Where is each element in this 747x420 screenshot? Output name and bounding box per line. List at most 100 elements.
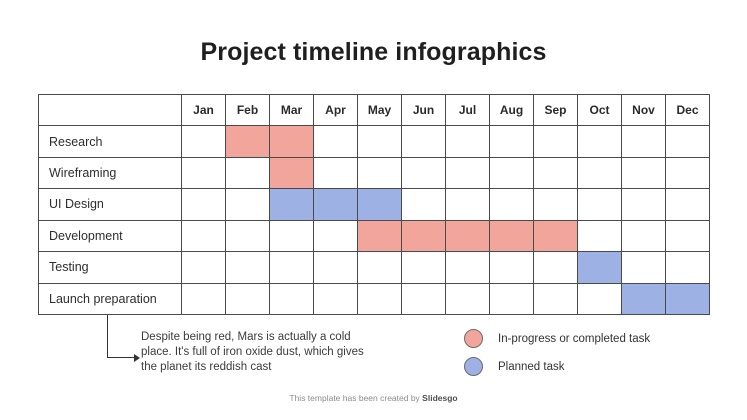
- month-header: Dec: [665, 93, 710, 127]
- timeline-cell: [533, 219, 578, 253]
- page-title: Project timeline infographics: [200, 38, 547, 66]
- timeline-cell: [665, 188, 710, 221]
- timeline-cell: [621, 282, 666, 316]
- timeline-cell: [577, 188, 622, 221]
- task-label: Testing: [38, 251, 182, 284]
- timeline-cell: [621, 156, 666, 190]
- timeline-cell: [489, 188, 534, 221]
- timeline-cell: [269, 251, 314, 284]
- timeline-cell: [269, 282, 314, 316]
- month-header: Aug: [489, 93, 534, 127]
- timeline-cell: [313, 251, 358, 284]
- timeline-cell: [401, 219, 446, 253]
- timeline-cell: [445, 219, 490, 253]
- timeline-cell: [225, 188, 270, 221]
- month-header: Mar: [269, 93, 314, 127]
- callout-connector-line: [107, 315, 140, 362]
- timeline-cell: [269, 188, 314, 221]
- timeline-cell: [401, 282, 446, 316]
- timeline-cell: [401, 125, 446, 158]
- timeline-cell: [665, 282, 710, 316]
- timeline-cell: [533, 251, 578, 284]
- month-header: Jul: [445, 93, 490, 127]
- month-header: May: [357, 93, 402, 127]
- month-header: Apr: [313, 93, 358, 127]
- task-row: Testing: [38, 251, 710, 284]
- month-header: Jan: [181, 93, 226, 127]
- timeline-cell: [225, 251, 270, 284]
- timeline-cell: [577, 125, 622, 158]
- timeline-cell: [313, 282, 358, 316]
- timeline-cell: [445, 156, 490, 190]
- timeline-cell: [621, 125, 666, 158]
- legend-item-planned: Planned task: [464, 356, 650, 377]
- footer-text: This template has been created by: [289, 393, 423, 403]
- legend: In-progress or completed task Planned ta…: [464, 328, 650, 384]
- footer-brand: Slidesgo: [422, 393, 458, 403]
- timeline-cell: [313, 219, 358, 253]
- timeline-cell: [445, 282, 490, 316]
- timeline-cell: [225, 156, 270, 190]
- timeline-cell: [357, 125, 402, 158]
- timeline-cell: [225, 282, 270, 316]
- timeline-cell: [313, 188, 358, 221]
- timeline-cell: [621, 188, 666, 221]
- timeline-cell: [225, 125, 270, 158]
- month-header: Oct: [577, 93, 622, 127]
- task-label: UI Design: [38, 188, 182, 221]
- timeline-table: Jan Feb Mar Apr May Jun Jul Aug Sep Oct Nov Dec Rese…: [38, 93, 710, 316]
- timeline-cell: [533, 282, 578, 316]
- timeline-cell: [489, 125, 534, 158]
- task-label: Wireframing: [38, 156, 182, 190]
- corner-cell: [38, 93, 182, 127]
- timeline-cell: [313, 125, 358, 158]
- timeline-cell: [665, 125, 710, 158]
- legend-label: Planned task: [498, 360, 565, 373]
- timeline-cell: [621, 251, 666, 284]
- timeline-cell: [621, 219, 666, 253]
- timeline-cell: [357, 188, 402, 221]
- timeline-cell: [577, 156, 622, 190]
- timeline-cell: [445, 125, 490, 158]
- month-header: Nov: [621, 93, 666, 127]
- timeline-cell: [401, 156, 446, 190]
- callout-arrow-icon: [134, 354, 140, 362]
- timeline-cell: [181, 282, 226, 316]
- timeline-cell: [401, 251, 446, 284]
- timeline-cell: [665, 156, 710, 190]
- timeline-cell: [181, 125, 226, 158]
- month-header: Sep: [533, 93, 578, 127]
- timeline-cell: [357, 282, 402, 316]
- timeline-cell: [533, 156, 578, 190]
- timeline-cell: [225, 219, 270, 253]
- timeline-cell: [489, 282, 534, 316]
- timeline-cell: [533, 125, 578, 158]
- timeline-cell: [269, 219, 314, 253]
- footer-credit: This template has been created by Slides…: [0, 393, 747, 403]
- timeline-cell: [489, 251, 534, 284]
- timeline-cell: [665, 219, 710, 253]
- timeline-cell: [357, 251, 402, 284]
- timeline-cell: [401, 188, 446, 221]
- task-row: Launch preparation: [38, 282, 710, 316]
- timeline-cell: [533, 188, 578, 221]
- timeline-cell: [181, 188, 226, 221]
- timeline-cell: [577, 282, 622, 316]
- timeline-cell: [181, 156, 226, 190]
- task-row: Wireframing: [38, 156, 710, 190]
- timeline-cell: [357, 156, 402, 190]
- task-label: Research: [38, 125, 182, 158]
- task-row: Research: [38, 125, 710, 158]
- task-row: Development: [38, 219, 710, 253]
- timeline-cell: [269, 125, 314, 158]
- timeline-cell: [357, 219, 402, 253]
- task-label: Launch preparation: [38, 282, 182, 316]
- note-text: Despite being red, Mars is actually a co…: [141, 331, 364, 373]
- timeline-cell: [577, 219, 622, 253]
- task-label: Development: [38, 219, 182, 253]
- timeline-cell: [665, 251, 710, 284]
- task-row: UI Design: [38, 188, 710, 221]
- legend-label: In-progress or completed task: [498, 332, 651, 345]
- timeline-cell: [577, 251, 622, 284]
